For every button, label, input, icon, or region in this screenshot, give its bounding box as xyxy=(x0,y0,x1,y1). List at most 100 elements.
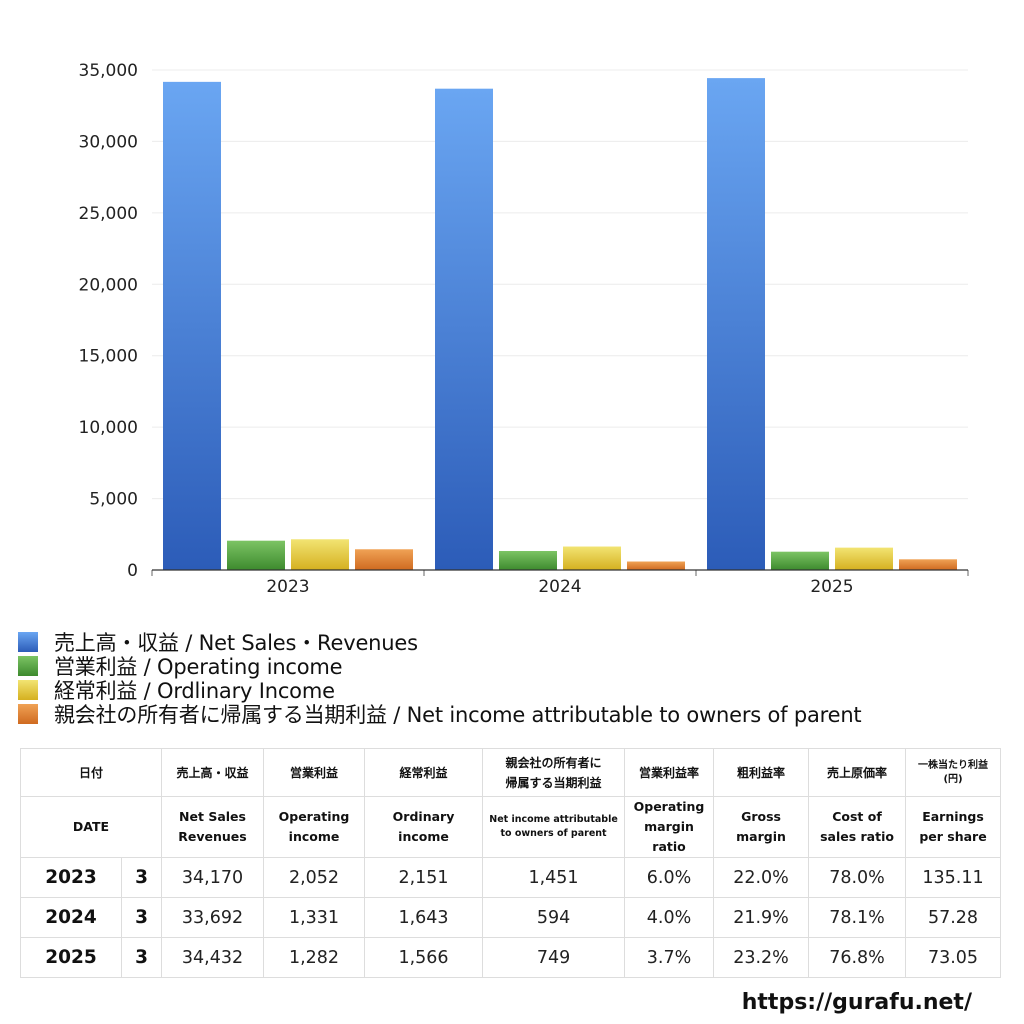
y-tick-label: 10,000 xyxy=(79,418,138,438)
header-operating-income-en-line2: income xyxy=(288,829,340,844)
x-tick-label: 2025 xyxy=(810,577,853,597)
header-date-en: DATE xyxy=(19,796,163,858)
table-row: 2023 3 34,170 2,052 2,151 1,451 6.0% 22.… xyxy=(20,857,1002,898)
source-url: https://gurafu.net/ xyxy=(741,990,972,1015)
legend-label-operating-income: 営業利益 / Operating income xyxy=(54,655,343,679)
cell-operating-income: 2,052 xyxy=(263,857,366,898)
header-net-income-jp-line1: 親会社の所有者に xyxy=(505,755,602,770)
header-sales-en-line1: Net Sales xyxy=(179,809,246,824)
header-cost-ratio-en: Cost of sales ratio xyxy=(808,796,907,858)
cell-gross-margin: 22.0% xyxy=(713,857,810,898)
cell-month: 3 xyxy=(120,897,163,938)
bar xyxy=(563,546,621,570)
cell-operating-margin: 3.7% xyxy=(624,937,715,978)
cell-sales: 34,432 xyxy=(161,937,265,978)
cell-ordinary-income: 2,151 xyxy=(364,857,484,898)
cell-sales: 33,692 xyxy=(161,897,265,938)
header-sales-en-line2: Revenues xyxy=(178,829,247,844)
cell-ordinary-income: 1,566 xyxy=(364,937,484,978)
header-eps-jp-line2: (円) xyxy=(943,773,963,785)
legend: 売上高・収益 / Net Sales・Revenues 営業利益 / Opera… xyxy=(18,630,862,727)
cell-net-income: 749 xyxy=(482,937,626,978)
cell-net-income: 1,451 xyxy=(482,857,626,898)
cell-operating-income: 1,331 xyxy=(263,897,366,938)
legend-label-ordinary-income: 経常利益 / Ordlinary Income xyxy=(54,679,335,703)
bars xyxy=(163,78,957,570)
cell-eps: 73.05 xyxy=(905,937,1002,978)
bar xyxy=(499,550,557,570)
cell-operating-margin: 4.0% xyxy=(624,897,715,938)
header-net-income-jp: 親会社の所有者に 帰属する当期利益 xyxy=(482,748,626,797)
cell-cost-ratio: 78.1% xyxy=(808,897,907,938)
legend-item-operating-income: 営業利益 / Operating income xyxy=(18,654,861,679)
header-net-income-en-line2: to owners of parent xyxy=(500,828,607,839)
header-net-income-en-line1: Net income attributable xyxy=(489,814,618,825)
legend-label-net-income: 親会社の所有者に帰属する当期利益 / Net income attributab… xyxy=(54,703,862,727)
cell-year: 2025 xyxy=(20,937,122,978)
legend-swatch-net-income xyxy=(18,704,38,724)
x-axis: 2023 2024 2025 xyxy=(151,569,969,597)
y-tick-label: 25,000 xyxy=(79,204,138,224)
header-gross-margin-en-line2: margin xyxy=(736,829,786,844)
cell-gross-margin: 23.2% xyxy=(713,937,810,978)
bar xyxy=(227,540,285,570)
table-header-en: DATE Net Sales Revenues Operating income O… xyxy=(19,796,1002,858)
header-operating-margin-en: Operating margin ratio xyxy=(624,796,715,858)
cell-cost-ratio: 76.8% xyxy=(808,937,907,978)
legend-item-net-sales: 売上高・収益 / Net Sales・Revenues xyxy=(18,630,861,655)
header-eps-en-line1: Earnings xyxy=(922,809,984,824)
financial-table: 日付 売上高・収益 営業利益 経常利益 親会社の所有者に 帰属する当期利益 営業利… xyxy=(19,748,1002,978)
gridlines xyxy=(152,69,968,500)
header-gross-margin-jp: 粗利益率 xyxy=(713,748,810,797)
header-cost-ratio-en-line1: Cost of xyxy=(832,809,882,824)
cell-gross-margin: 21.9% xyxy=(713,897,810,938)
legend-label-net-sales: 売上高・収益 / Net Sales・Revenues xyxy=(54,631,418,655)
legend-swatch-net-sales xyxy=(18,632,38,652)
cell-cost-ratio: 78.0% xyxy=(808,857,907,898)
y-tick-label: 30,000 xyxy=(79,132,138,152)
bar xyxy=(355,549,413,570)
header-operating-margin-en-line3: ratio xyxy=(652,839,686,854)
bar xyxy=(707,78,765,570)
header-cost-ratio-en-line2: sales ratio xyxy=(820,829,894,844)
cell-eps: 135.11 xyxy=(905,857,1002,898)
bar-chart: 0 5,000 10,000 15,000 20,000 25,000 30,000 35,0… xyxy=(79,61,969,597)
bar xyxy=(435,88,493,570)
bar xyxy=(771,551,829,570)
header-eps-jp: 一株当たり利益 (円) xyxy=(905,748,1002,797)
header-ordinary-income-en-line1: Ordinary xyxy=(392,809,455,824)
x-tick-label: 2024 xyxy=(538,577,581,597)
cell-month: 3 xyxy=(120,937,163,978)
header-sales-jp: 売上高・収益 xyxy=(161,748,265,797)
header-net-income-jp-line2: 帰属する当期利益 xyxy=(505,775,602,790)
header-date-jp: 日付 xyxy=(19,748,163,797)
cell-year: 2023 xyxy=(20,857,122,898)
header-eps-jp-line1: 一株当たり利益 xyxy=(918,759,989,771)
header-operating-income-jp: 営業利益 xyxy=(263,748,366,797)
header-cost-ratio-jp: 売上原価率 xyxy=(808,748,907,797)
header-net-income-en: Net income attributable to owners of pare… xyxy=(482,796,626,858)
x-tick-label: 2023 xyxy=(266,577,309,597)
y-tick-label: 20,000 xyxy=(79,275,138,295)
y-tick-label: 0 xyxy=(127,561,138,581)
cell-ordinary-income: 1,643 xyxy=(364,897,484,938)
bar xyxy=(899,559,957,570)
legend-item-net-income: 親会社の所有者に帰属する当期利益 / Net income attributab… xyxy=(18,702,862,727)
cell-year: 2024 xyxy=(20,897,122,938)
y-tick-label: 35,000 xyxy=(79,61,138,81)
header-eps-en: Earnings per share xyxy=(905,796,1002,858)
table-row: 2024 3 33,692 1,331 1,643 594 4.0% 21.9%… xyxy=(20,897,1002,938)
header-eps-en-line2: per share xyxy=(919,829,987,844)
header-operating-margin-jp: 営業利益率 xyxy=(624,748,715,797)
cell-eps: 57.28 xyxy=(905,897,1002,938)
bar xyxy=(835,547,893,570)
cell-operating-margin: 6.0% xyxy=(624,857,715,898)
cell-net-income: 594 xyxy=(482,897,626,938)
cell-month: 3 xyxy=(120,857,163,898)
cell-sales: 34,170 xyxy=(161,857,265,898)
bar xyxy=(163,81,221,570)
y-tick-label: 15,000 xyxy=(79,347,138,367)
header-ordinary-income-en-line2: income xyxy=(398,829,449,844)
y-tick-label: 5,000 xyxy=(89,490,138,510)
bar xyxy=(291,539,349,570)
